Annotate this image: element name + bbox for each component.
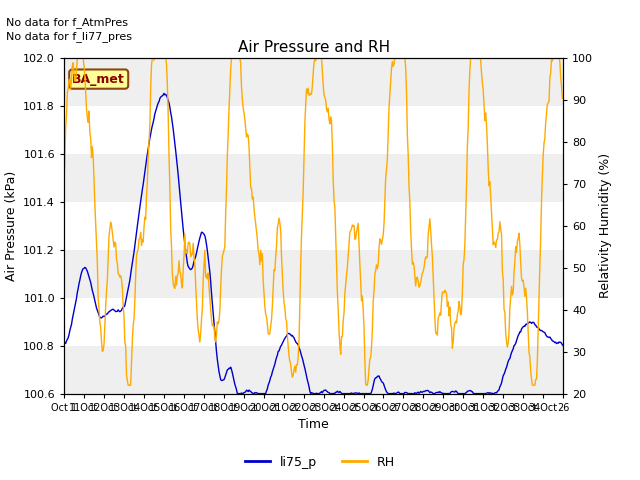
Bar — [64, 250, 563, 298]
Bar — [64, 58, 563, 106]
Y-axis label: Relativity Humidity (%): Relativity Humidity (%) — [599, 153, 612, 298]
X-axis label: Time: Time — [298, 418, 329, 431]
Bar — [64, 346, 563, 394]
Bar — [64, 154, 563, 202]
Text: No data for f_AtmPres: No data for f_AtmPres — [6, 17, 129, 28]
Title: Air Pressure and RH: Air Pressure and RH — [237, 40, 390, 55]
Legend: li75_p, RH: li75_p, RH — [240, 451, 400, 474]
Text: No data for f_li77_pres: No data for f_li77_pres — [6, 31, 132, 42]
Text: BA_met: BA_met — [72, 72, 125, 85]
Y-axis label: Air Pressure (kPa): Air Pressure (kPa) — [4, 170, 18, 281]
